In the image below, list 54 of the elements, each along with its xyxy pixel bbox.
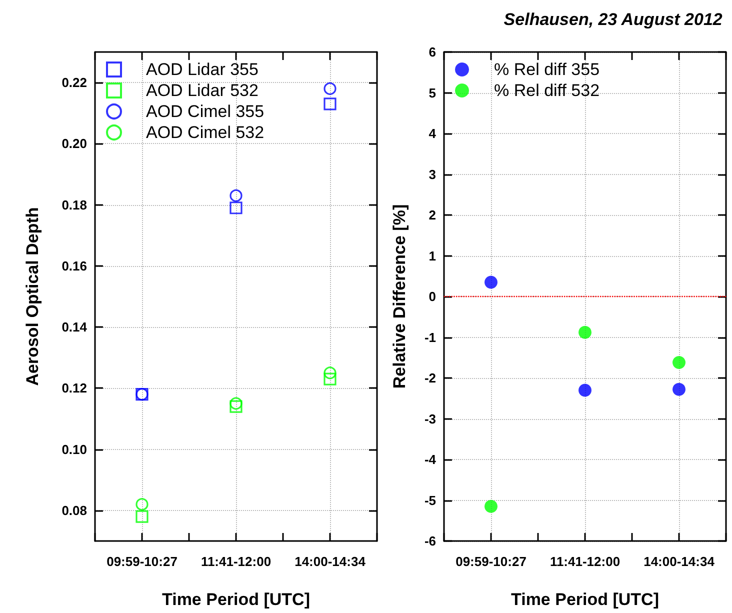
x-axis-title: Time Period [UTC] bbox=[162, 590, 310, 609]
x-tick-label: 11:41-12:00 bbox=[200, 554, 272, 569]
y-tick-label: -1 bbox=[424, 330, 436, 345]
x-tick-label: 09:59-10:27 bbox=[456, 554, 526, 569]
legend-label: AOD Cimel 532 bbox=[146, 123, 264, 142]
point bbox=[230, 189, 242, 202]
y-tick-label: 0.18 bbox=[62, 197, 87, 212]
point bbox=[136, 510, 148, 523]
y-tick-label: 4 bbox=[428, 126, 437, 141]
y-tick-label: 3 bbox=[428, 166, 436, 182]
y-tick-label: 2 bbox=[428, 208, 436, 222]
x-tick-label: 14:00-14:34 bbox=[644, 554, 716, 569]
point bbox=[136, 498, 148, 511]
y-axis-title: Aerosol Optical Depth bbox=[23, 207, 42, 386]
y-tick-label: 0.08 bbox=[62, 502, 87, 518]
legend-label: % Rel diff 532 bbox=[494, 81, 600, 100]
point bbox=[324, 82, 336, 95]
point bbox=[578, 384, 592, 397]
y-tick-label: 0.14 bbox=[62, 320, 88, 335]
y-axis-title: Relative Difference [%] bbox=[390, 204, 409, 389]
x-tick-label: 11:41-12:00 bbox=[550, 554, 620, 569]
y-tick-label: -6 bbox=[424, 534, 436, 548]
y-tick-label: -3 bbox=[424, 411, 436, 426]
y-tick-label: 0.16 bbox=[62, 258, 87, 274]
point bbox=[230, 400, 242, 413]
x-axis-title: Time Period [UTC] bbox=[511, 590, 659, 609]
y-tick-label: 0 bbox=[428, 289, 436, 304]
point bbox=[324, 372, 336, 386]
y-tick-label: 0.22 bbox=[62, 75, 87, 90]
point bbox=[672, 356, 686, 370]
x-tick-label: 14:00-14:34 bbox=[294, 554, 366, 569]
legend-label: AOD Lidar 532 bbox=[146, 81, 258, 100]
y-tick-label: 0.10 bbox=[62, 442, 87, 457]
point bbox=[672, 382, 686, 396]
chart-title: Selhausen, 23 August 2012 bbox=[504, 10, 723, 29]
y-tick-label: -5 bbox=[424, 492, 436, 508]
legend-label: AOD Cimel 355 bbox=[146, 102, 264, 121]
point bbox=[230, 397, 242, 410]
y-tick-label: 0.12 bbox=[62, 380, 87, 396]
legend-label: % Rel diff 355 bbox=[494, 60, 600, 79]
y-tick-label: -2 bbox=[424, 370, 436, 386]
point bbox=[230, 202, 242, 214]
point bbox=[484, 500, 498, 513]
point bbox=[578, 326, 592, 339]
y-tick-label: -4 bbox=[424, 452, 437, 467]
y-tick-label: 6 bbox=[428, 44, 436, 60]
point bbox=[324, 98, 336, 110]
legend-label: AOD Lidar 355 bbox=[146, 60, 258, 79]
point bbox=[324, 366, 336, 380]
x-tick-label: 09:59-10:27 bbox=[106, 554, 178, 569]
point bbox=[484, 276, 498, 289]
y-tick-label: 5 bbox=[428, 85, 436, 100]
y-tick-label: 0.20 bbox=[62, 136, 87, 152]
y-tick-label: 1 bbox=[428, 248, 436, 264]
